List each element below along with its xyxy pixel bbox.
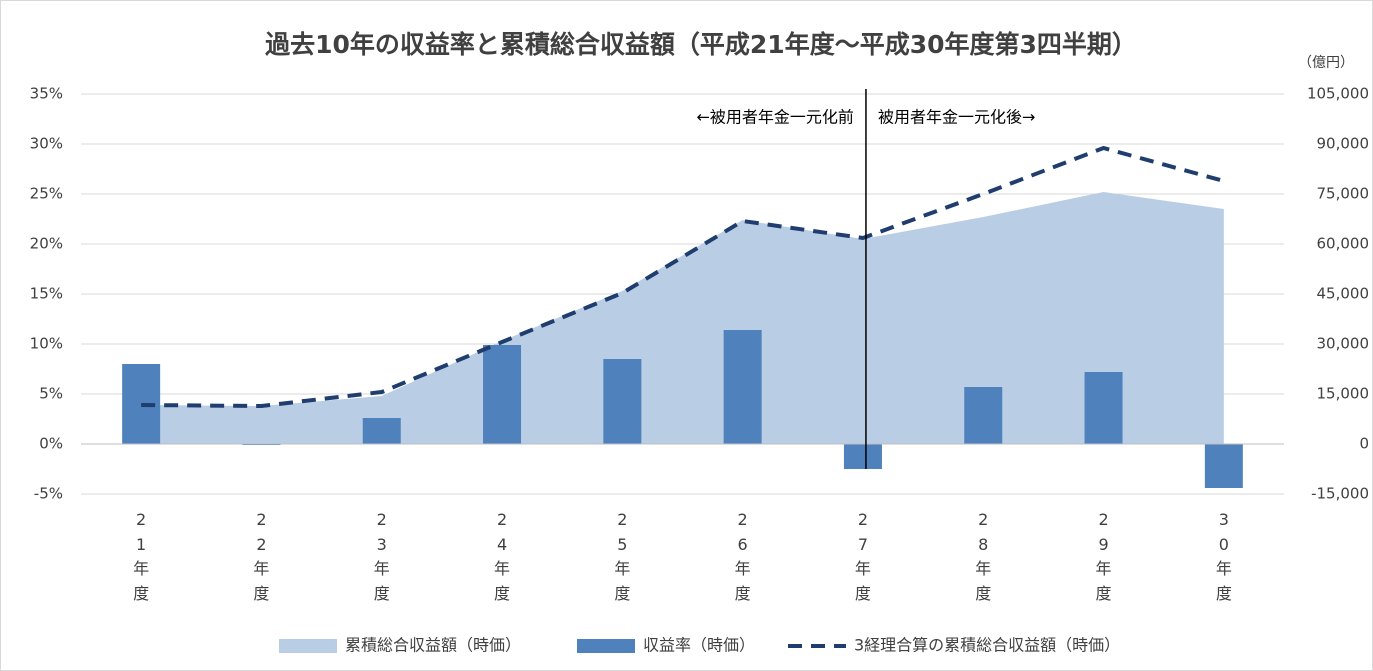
y-tick-label: 35% [30,85,63,103]
y-tick-label: 30% [30,135,63,153]
y2-tick-label: 60,000 [1317,235,1370,253]
y-tick-label: 25% [30,185,63,203]
annotation: 被用者年金一元化後→ [878,108,1035,127]
bar [964,387,1003,444]
x-tick-label: 25年度 [614,510,631,603]
x-tick-label: 24年度 [494,510,511,603]
legend-label: 3経理合算の累積総合収益額（時価） [854,636,1120,655]
line [141,145,1225,409]
y2-tick-label: 0 [1359,435,1369,453]
y2-tick-label: -15,000 [1311,485,1369,503]
x-tick-label: 21年度 [133,510,150,603]
y2-tick-label: 30,000 [1317,335,1370,353]
bar [483,345,522,444]
x-tick-label: 22年度 [253,510,270,603]
x-tick-label: 30年度 [1215,510,1232,603]
y2-tick-label: 15,000 [1317,385,1370,403]
bar [723,330,762,444]
y2-tick-label: 45,000 [1317,285,1370,303]
x-tick-label: 28年度 [975,510,992,603]
chart-title: 過去10年の収益率と累積総合収益額（平成21年度～平成30年度第3四半期） [265,30,1137,59]
y2-axis-label: （億円） [1298,55,1354,71]
bar [1204,444,1243,488]
legend-swatch [577,639,635,653]
y2-tick-label: 90,000 [1317,135,1370,153]
y-tick-label: -5% [34,485,63,503]
y2-tick-label: 75,000 [1317,185,1370,203]
bar [843,444,882,469]
x-tick-label: 23年度 [373,510,390,603]
legend-label: 累積総合収益額（時価） [345,636,521,655]
bar [362,418,401,444]
legend-swatch [279,639,337,653]
y-tick-label: 20% [30,235,63,253]
x-tick-label: 27年度 [854,510,871,603]
bar [603,359,642,444]
bar [1084,372,1123,444]
y2-tick-label: 105,000 [1307,85,1369,103]
area [141,192,1224,444]
y-tick-label: 0% [39,435,63,453]
legend-label: 収益率（時価） [643,636,755,655]
x-tick-label: 26年度 [734,510,751,603]
y-tick-label: 5% [39,385,63,403]
annotation: ←被用者年金一元化前 [697,108,854,127]
y-tick-label: 10% [30,335,63,353]
x-tick-label: 29年度 [1095,510,1112,603]
y-tick-label: 15% [30,285,63,303]
